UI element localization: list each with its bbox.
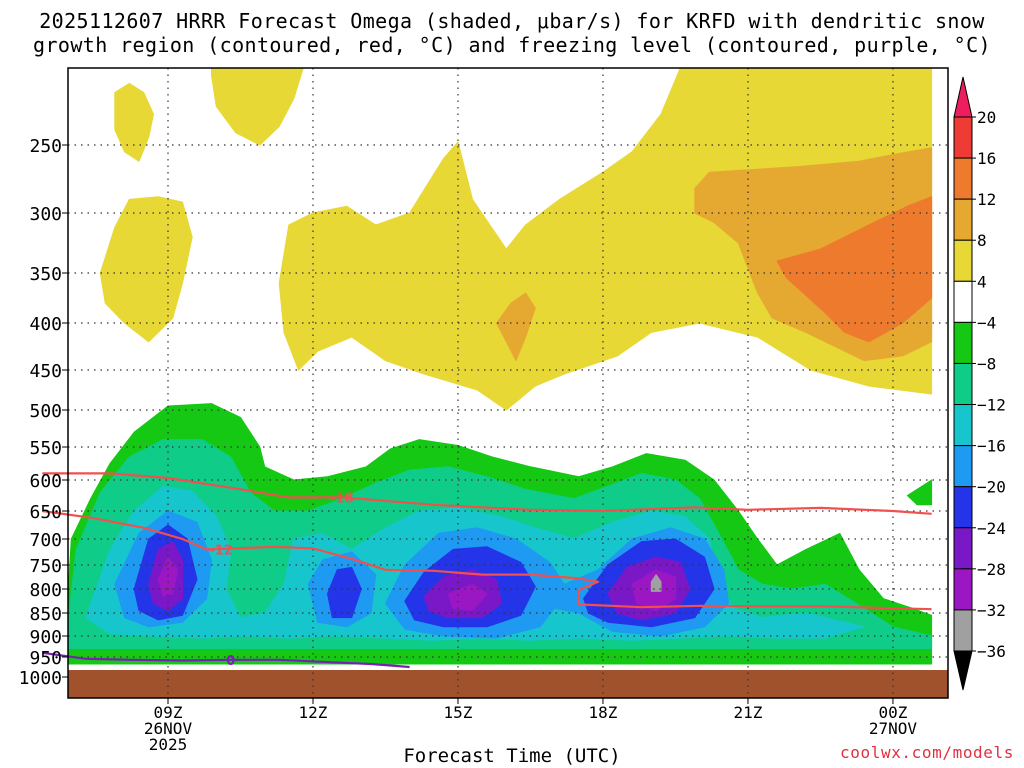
y-tick-label-950: 950 xyxy=(29,648,62,669)
chart-title-line-2: growth region (contoured, red, °C) and f… xyxy=(33,33,991,57)
colorbar-label--20: −20 xyxy=(977,478,1006,497)
colorbar-label-16: 16 xyxy=(977,149,996,168)
credit-link[interactable]: coolwx.com/models xyxy=(840,743,1014,762)
colorbar-legend: 20 16 12 8 4 −4 −8 −12 −16 −20 −24 −28 −32 −36 xyxy=(953,76,1006,691)
plot-frame xyxy=(67,67,949,699)
colorbar-label--8: −8 xyxy=(977,354,996,373)
dgz-upper-label: -18 xyxy=(330,491,354,506)
colorbar-label--36: −36 xyxy=(977,642,1006,661)
omega-region-cm32_m28 xyxy=(447,583,488,612)
x-tick-label-15Z-0: 15Z xyxy=(444,703,473,722)
y-tick-label-500: 500 xyxy=(29,401,62,422)
dgz-lower-contour xyxy=(42,509,932,611)
grid-layer xyxy=(68,68,948,698)
y-tick-label-450: 450 xyxy=(29,361,62,382)
colorbar-label--4: −4 xyxy=(977,313,996,332)
colorbar-label--28: −28 xyxy=(977,560,1006,579)
colorbar-swatch-cm16_m12 xyxy=(953,404,973,447)
y-tick-label-1000: 1000 xyxy=(19,668,62,689)
colorbar-swatch-cm32_m28 xyxy=(953,568,973,611)
ground-layer xyxy=(68,670,948,698)
x-tick-label-09Z-1: 26NOV xyxy=(144,719,193,738)
y-tick-label-600: 600 xyxy=(29,471,62,492)
colorbar-label-12: 12 xyxy=(977,190,996,209)
colorbar-max-arrow xyxy=(953,76,973,118)
y-tick-label-400: 400 xyxy=(29,314,62,335)
colorbar-label--32: −32 xyxy=(977,601,1006,620)
colorbar-swatch-cm4_4 xyxy=(953,280,973,323)
colorbar-swatch-cm24_m20 xyxy=(953,486,973,529)
chart-title-line-1: 2025112607 HRRR Forecast Omega (shaded, … xyxy=(39,9,985,33)
colorbar-swatch-cm28_m24 xyxy=(953,527,973,570)
x-tick-label-18Z-0: 18Z xyxy=(589,703,618,722)
colorbar-swatch-cm8_m4 xyxy=(953,321,973,364)
colorbar-label--24: −24 xyxy=(977,519,1006,538)
freezing-level-contour xyxy=(42,651,410,669)
y-axis: 2503003504004505005506006507007508008509… xyxy=(19,136,68,689)
y-tick-label-900: 900 xyxy=(29,627,62,648)
omega-region-c4_8 xyxy=(114,82,154,162)
omega-shading-layer xyxy=(67,67,933,665)
colorbar-min-arrow xyxy=(953,650,973,691)
omega-region-cm32_m28 xyxy=(157,556,179,597)
y-tick-label-750: 750 xyxy=(29,556,62,577)
x-tick-label-09Z-0: 09Z xyxy=(154,703,183,722)
omega-region-cm8_m4 xyxy=(906,479,933,506)
y-tick-label-850: 850 xyxy=(29,604,62,625)
y-tick-label-350: 350 xyxy=(29,264,62,285)
x-axis-title: Forecast Time (UTC) xyxy=(403,745,621,767)
colorbar-label-20: 20 xyxy=(977,108,996,127)
contour-layer: -18 -12 0 xyxy=(42,472,932,669)
colorbar-label-4: 4 xyxy=(977,272,987,291)
colorbar-swatch-c8_12 xyxy=(953,198,973,241)
freezing-level-label: 0 xyxy=(226,654,235,669)
colorbar-swatch-cm20_m16 xyxy=(953,445,973,488)
y-tick-label-700: 700 xyxy=(29,530,62,551)
y-tick-label-300: 300 xyxy=(29,204,62,225)
colorbar-swatch-cm12_m8 xyxy=(953,362,973,406)
y-tick-label-550: 550 xyxy=(29,438,62,459)
colorbar-label--12: −12 xyxy=(977,396,1006,415)
omega-region-c8_12 xyxy=(496,292,536,362)
colorbar-swatch-cm36_m32 xyxy=(953,609,973,652)
omega-region-c4_8 xyxy=(211,67,304,146)
y-tick-label-250: 250 xyxy=(29,136,62,157)
x-tick-label-21Z-0: 21Z xyxy=(734,703,763,722)
x-tick-label-12Z-0: 12Z xyxy=(299,703,328,722)
omega-region-c4_8 xyxy=(99,196,193,343)
colorbar-swatch-c12_16 xyxy=(953,157,973,200)
omega-region-c12_16 xyxy=(776,196,933,343)
y-tick-label-800: 800 xyxy=(29,580,62,601)
omega-region-c4_8 xyxy=(278,67,933,411)
x-tick-label-00Z-0: 00Z xyxy=(878,703,907,722)
colorbar-swatch-c16_20 xyxy=(953,116,973,159)
colorbar-label--16: −16 xyxy=(977,437,1006,456)
y-tick-label-650: 650 xyxy=(29,502,62,523)
colorbar-label-8: 8 xyxy=(977,231,987,250)
dgz-lower-label: -12 xyxy=(209,543,233,558)
colorbar-swatch-c4_8 xyxy=(953,239,973,282)
omega-region-cm36_m32 xyxy=(650,574,662,592)
x-tick-label-09Z-2: 2025 xyxy=(149,735,188,754)
dgz-upper-contour xyxy=(42,472,932,515)
x-tick-label-00Z-1: 27NOV xyxy=(869,719,918,738)
